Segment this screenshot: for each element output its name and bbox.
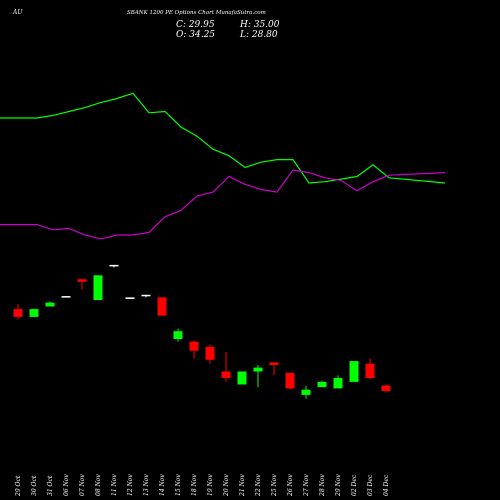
candle-body [45,302,55,307]
close-label: C: 29.95 [176,20,215,30]
x-tick-label: 03 Dec [367,474,374,496]
x-tick-label: 12 Nov [127,474,134,496]
x-tick-label: 21 Nov [239,474,246,497]
chart-title: SBANK 1200 PE Options Chart MunafaSutra.… [127,10,266,16]
candle-body [93,275,103,300]
lower-band-line [0,169,446,240]
candle-body [221,371,231,378]
candle-body [77,279,87,282]
x-tick-label: 22 Nov [255,474,262,497]
x-tick-label: 31 Oct [47,475,54,496]
candle-body [301,389,311,395]
x-tick-label: 04 Dec [383,474,390,496]
candle-body [381,385,391,392]
candle-body [125,297,135,299]
x-tick-label: 13 Nov [143,474,150,496]
high-label: H: 35.00 [239,20,280,30]
x-tick-label: 30 Oct [31,475,38,496]
x-tick-label: 29 Oct [15,475,22,497]
bands-layer [0,92,446,240]
candle-body [237,371,247,385]
candle-body [109,264,119,267]
upper-band-line [0,92,446,184]
candle-body [269,362,279,365]
x-tick-label: 08 Nov [95,474,102,496]
candle-body [61,296,71,298]
x-tick-label: 27 Nov [303,474,310,497]
candle-body [13,309,23,317]
x-axis-ticks: 29 Oct 30 Oct 31 Oct 06 Nov 07 Nov 08 Nov 11 N… [15,474,390,497]
candle-body [205,346,215,360]
candle-body [157,297,167,316]
x-tick-label: 07 Nov [79,474,86,496]
x-tick-label: 20 Nov [223,474,230,497]
candle-body [333,378,343,389]
x-tick-label: 18 Nov [191,474,198,496]
candle-body [29,309,39,317]
candle-body [365,363,375,378]
candle-body [141,294,151,297]
x-tick-label: 15 Nov [175,474,182,496]
candle-body [189,341,199,351]
candle-body [317,381,327,388]
candle-body [349,361,359,382]
low-label: L: 28.80 [239,30,278,40]
x-tick-label: 11 Nov [111,474,118,496]
exchange-label: AU [12,9,23,16]
x-tick-label: 06 Nov [63,474,70,496]
x-tick-label: 29 Nov [335,474,342,497]
candles-layer [13,264,391,399]
x-tick-label: 28 Nov [319,474,326,497]
candle-body [253,367,263,372]
x-tick-label: 19 Nov [207,474,214,496]
candle-body [173,331,183,339]
x-tick-label: 14 Nov [159,474,166,496]
candle-body [285,372,295,389]
open-label: O: 34.25 [176,30,215,40]
x-tick-label: 02 Dec [351,474,358,496]
x-tick-label: 26 Nov [287,474,294,497]
x-tick-label: 25 Nov [271,474,278,497]
